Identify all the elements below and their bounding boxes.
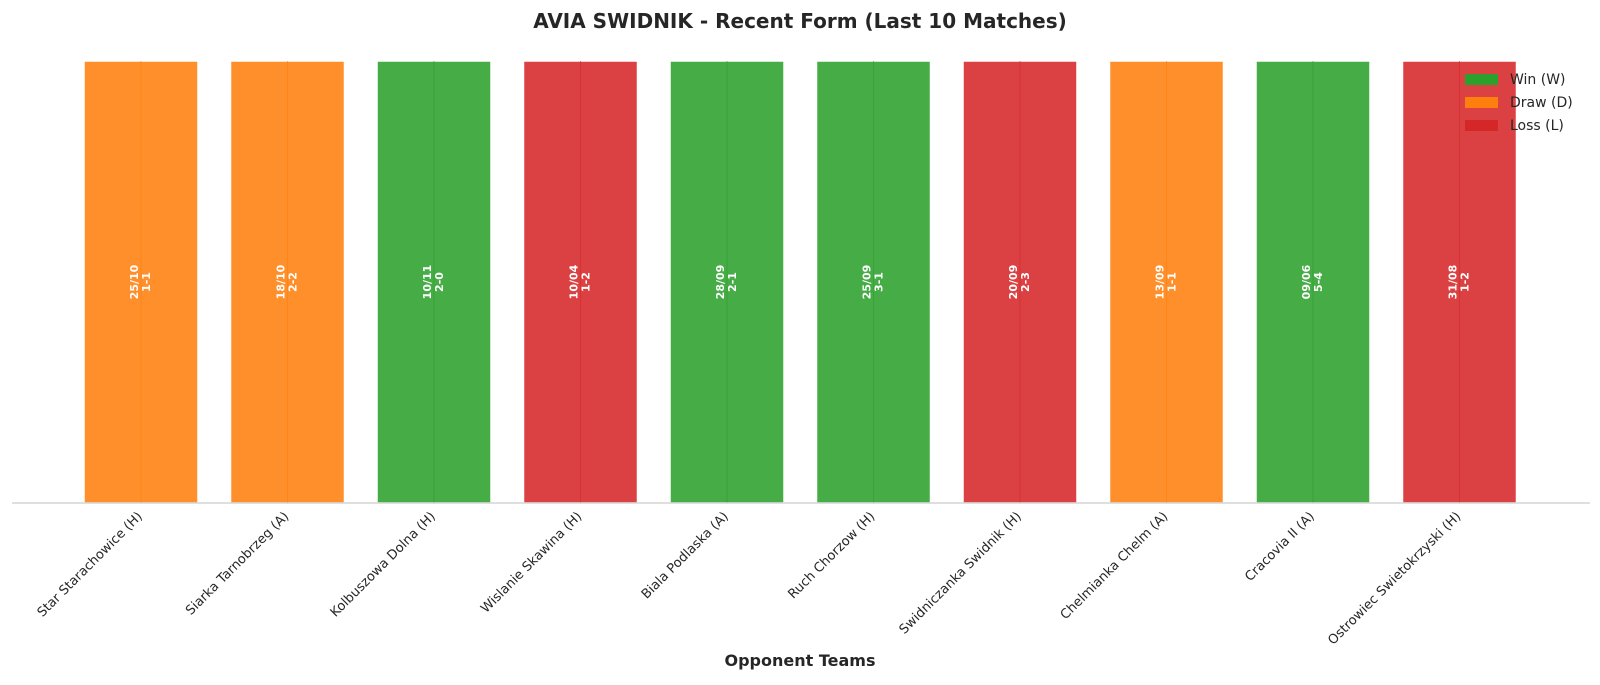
bar-date-label: 18/10	[275, 264, 288, 299]
x-axis-label: Opponent Teams	[725, 651, 876, 670]
bar-score-label: 2-0	[433, 272, 446, 292]
x-tick-label: Ruch Chorzow (H)	[785, 509, 878, 602]
legend-swatch-l	[1465, 120, 1498, 131]
bar-data-label: 13/091-1	[1154, 265, 1179, 300]
bar-date-label: 25/09	[861, 265, 874, 300]
bar-data-label: 10/112-0	[421, 265, 446, 300]
x-tick-label: Cracovia II (A)	[1242, 509, 1317, 584]
bar-data-label: 31/081-2	[1447, 265, 1472, 300]
bar-date-label: 25/10	[128, 264, 141, 299]
x-tick-label: Star Starachowice (H)	[35, 509, 146, 620]
bar-data-label: 28/092-1	[714, 265, 739, 300]
x-tick-label: Swidniczanka Swidnik (H)	[897, 509, 1025, 637]
x-tick-label: Chelmianka Chelm (A)	[1058, 509, 1172, 623]
bar-data-label: 25/093-1	[861, 265, 886, 300]
x-tick-label: Ostrowiec Swietokrzyski (H)	[1325, 509, 1464, 648]
x-tick-labels: Star Starachowice (H) Siarka Tarnobrzeg (…	[35, 509, 1465, 648]
legend-label-w: Win (W)	[1510, 72, 1566, 88]
bar-score-label: 2-3	[1019, 272, 1032, 292]
x-tick-label: Kolbuszowa Dolna (H)	[328, 509, 439, 620]
bar-score-label: 1-1	[1166, 272, 1179, 292]
bar-date-label: 09/06	[1300, 264, 1313, 299]
bar-score-label: 2-1	[726, 272, 739, 292]
bar-data-label: 25/101-1	[128, 264, 153, 299]
bar-score-label: 5-4	[1312, 272, 1325, 292]
bar-score-label: 2-2	[287, 272, 300, 292]
x-tick-label: Siarka Tarnobrzeg (A)	[183, 509, 292, 618]
bar-date-label: 13/09	[1154, 265, 1167, 300]
bar-data-label: 20/092-3	[1007, 265, 1032, 300]
legend-swatch-w	[1465, 74, 1498, 85]
chart-title: AVIA SWIDNIK - Recent Form (Last 10 Matc…	[533, 9, 1067, 33]
legend: Win (W) Draw (D) Loss (L)	[1465, 72, 1573, 134]
x-tick-label: Wislanie Skawina (H)	[478, 509, 585, 616]
bar-date-label: 20/09	[1007, 265, 1020, 300]
x-tick-label: Biala Podlaska (A)	[639, 509, 732, 602]
bar-date-label: 28/09	[714, 265, 727, 300]
bar-score-label: 1-1	[140, 272, 153, 292]
legend-swatch-d	[1465, 97, 1498, 108]
bar-data-label: 10/041-2	[568, 264, 593, 299]
bars-layer: 25/101-1 18/102-2 10/112-0 10/041-2 28/092-1…	[83, 60, 1518, 504]
bar-date-label: 10/11	[421, 265, 434, 300]
bar-date-label: 31/08	[1447, 265, 1460, 300]
legend-label-d: Draw (D)	[1510, 95, 1573, 111]
bar-score-label: 1-2	[1459, 272, 1472, 292]
legend-label-l: Loss (L)	[1510, 118, 1564, 134]
bar-data-label: 09/065-4	[1300, 264, 1325, 299]
bar-date-label: 10/04	[568, 264, 581, 299]
bar-score-label: 3-1	[873, 272, 886, 292]
bar-data-label: 18/102-2	[275, 264, 300, 299]
bar-score-label: 1-2	[580, 272, 593, 292]
